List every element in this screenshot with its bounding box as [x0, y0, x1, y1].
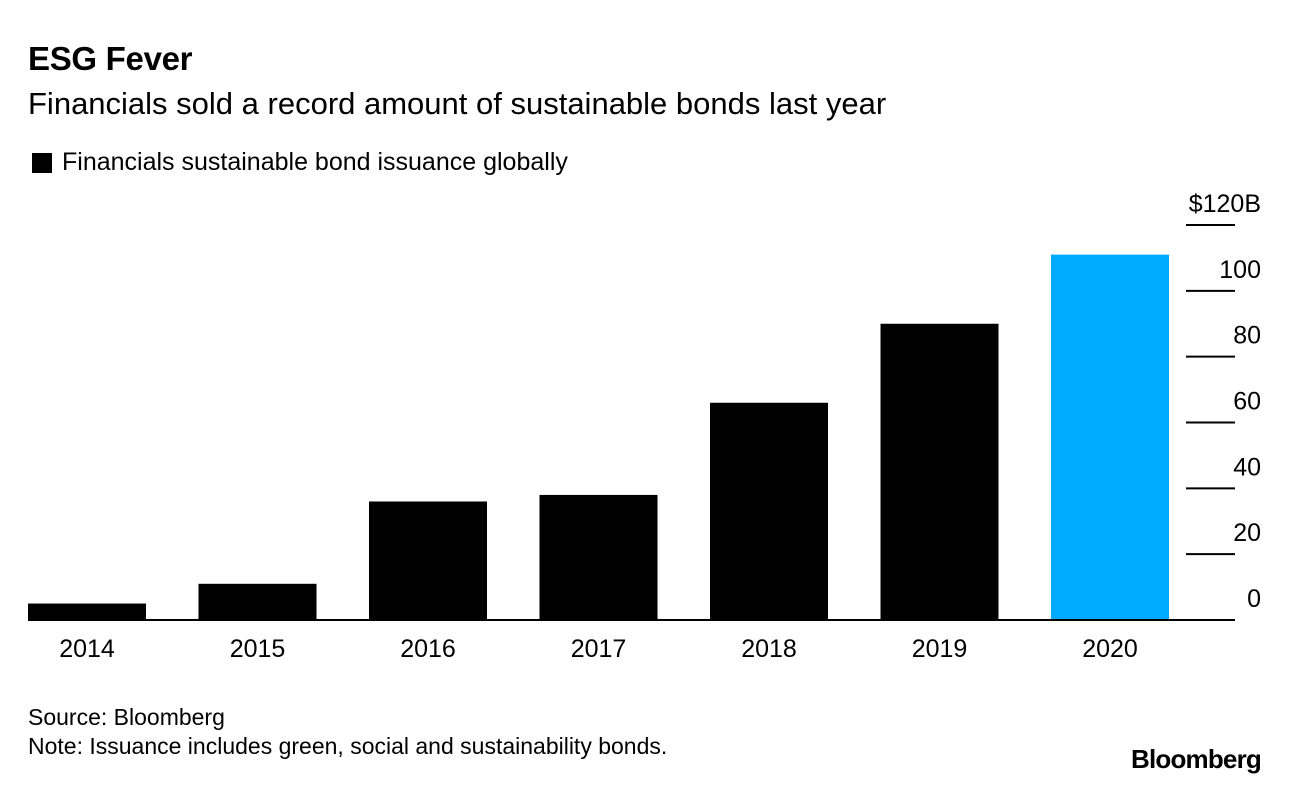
x-tick-label: 2020 [1082, 635, 1138, 663]
x-tick-label: 2017 [571, 635, 627, 663]
chart-legend: Financials sustainable bond issuance glo… [32, 148, 568, 177]
x-tick-label: 2014 [59, 635, 115, 663]
y-tick-label: 60 [1233, 388, 1261, 416]
footnote: Note: Issuance includes green, social an… [28, 733, 668, 759]
bar-2017 [539, 494, 658, 620]
y-tick-label: 0 [1247, 585, 1261, 613]
bar-2018 [710, 402, 828, 620]
legend-swatch [32, 152, 52, 173]
y-tick-label: 20 [1233, 519, 1261, 547]
chart-subtitle: Financials sold a record amount of susta… [28, 86, 887, 121]
source-note: Source: Bloomberg [28, 704, 225, 730]
x-tick-label: 2019 [912, 635, 968, 663]
bar-2014 [28, 603, 146, 620]
bar-2020 [1051, 254, 1169, 620]
bar-2015 [198, 583, 317, 620]
x-tick-label: 2018 [741, 635, 797, 663]
x-tick-label: 2016 [400, 635, 456, 663]
bar-2019 [880, 323, 999, 620]
legend-label: Financials sustainable bond issuance glo… [62, 148, 568, 176]
bloomberg-logo: Bloomberg [1130, 744, 1262, 774]
chart-title: ESG Fever [28, 40, 193, 77]
x-tick-label: 2015 [230, 635, 286, 663]
y-tick-label: $120B [1189, 190, 1261, 218]
y-tick-label: 40 [1233, 453, 1261, 481]
bar-2016 [369, 501, 487, 620]
y-tick-label: 80 [1233, 322, 1261, 350]
y-tick-label: 100 [1219, 256, 1261, 284]
